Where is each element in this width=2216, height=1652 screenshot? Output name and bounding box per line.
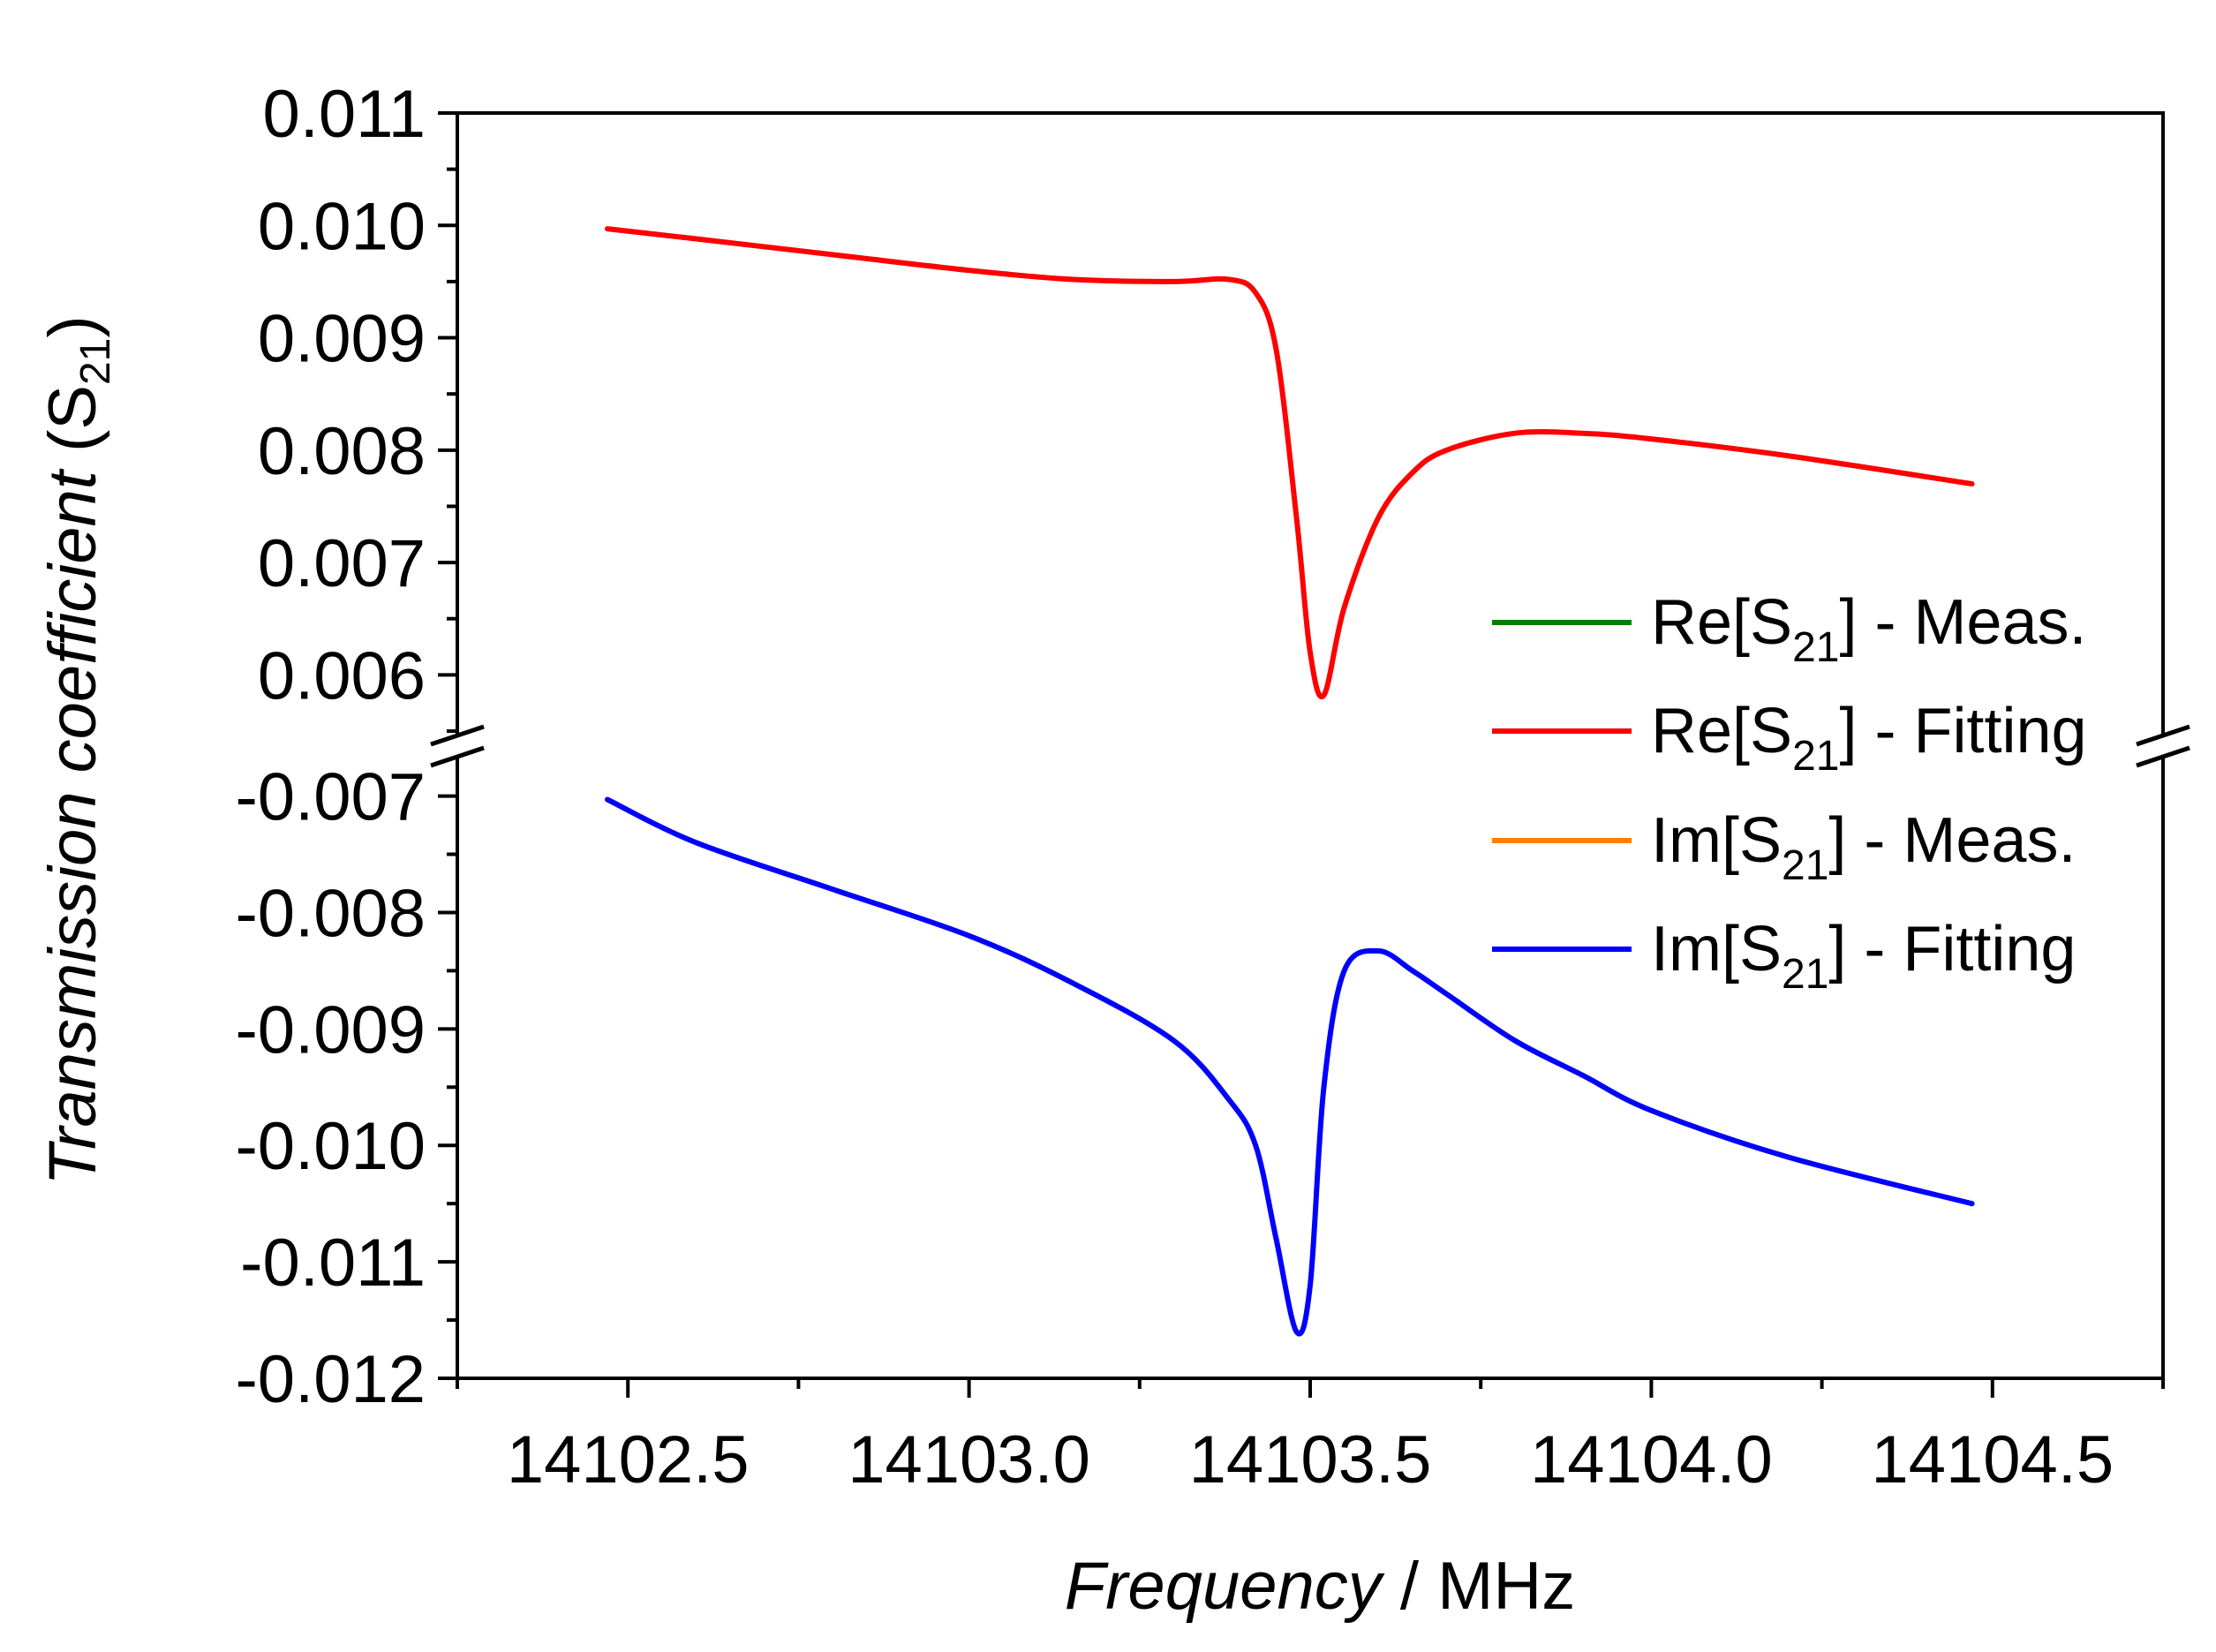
x-axis-title-unit: / MHz [1382,1549,1576,1624]
x-axis-ticks: 14102.5 14103.0 14103.5 14104.0 14104.5 [456,1378,2165,1497]
legend-label-sub: 21 [1782,842,1828,889]
legend-label-post: ] - Meas. [1828,805,2076,876]
y-tick-label: 0.009 [258,302,426,377]
y-axis-title-open: ( [35,430,110,471]
legend-label: Re[S21] - Meas. [1651,587,2087,671]
legend-item: Re[S21] - Meas. [1492,587,2087,671]
legend-label: Re[S21] - Fitting [1651,696,2087,780]
legend-label-post: ] - Fitting [1828,914,2076,984]
legend-label-sub: 21 [1782,951,1828,998]
legend-label-pre: Re[S [1651,587,1792,658]
y-tick-label: -0.007 [236,760,426,835]
y-axis-title-close: ) [35,315,110,337]
y-tick-label: 0.010 [258,189,426,264]
y-tick-label: -0.012 [236,1342,426,1417]
x-tick-label: 14103.5 [1189,1422,1432,1497]
x-tick-label: 14103.0 [848,1422,1090,1497]
y-tick-label: -0.009 [236,992,426,1067]
legend-label-pre: Re[S [1651,696,1792,766]
legend-label-pre: Im[S [1651,914,1782,984]
axis-break-slash [430,724,485,747]
y-axis-title-italic: Transmission coefficient [35,468,110,1185]
axis-break-slash [430,745,485,768]
legend-label-post: ] - Meas. [1839,587,2086,658]
x-axis-title: Frequency / MHz [1065,1549,1576,1624]
legend-item: Re[S21] - Fitting [1492,696,2087,780]
y-tick-label: 0.008 [258,414,426,489]
legend-label-sub: 21 [1792,624,1839,671]
y-axis-title-symbol: S [35,385,110,430]
y-tick-label: 0.006 [258,638,426,713]
x-tick-label: 14102.5 [507,1422,750,1497]
legend-label: Im[S21] - Fitting [1651,914,2076,998]
y-tick-label: -0.010 [236,1109,426,1184]
legend-label-sub: 21 [1792,733,1839,780]
y-tick-label: 0.011 [262,77,426,152]
legend: Re[S21] - Meas.Re[S21] - FittingIm[S21] … [1492,587,2087,998]
series-line-im-s21-fitting [605,796,1975,1337]
x-tick-label: 14104.5 [1871,1422,2114,1497]
axis-break-marks [430,724,2190,768]
legend-label-pre: Im[S [1651,805,1782,876]
legend-item: Im[S21] - Fitting [1492,914,2076,998]
y-tick-label: -0.011 [240,1226,426,1301]
y-tick-label: -0.008 [236,876,426,951]
y-axis-title-subscript: 21 [72,338,119,385]
x-tick-label: 14104.0 [1530,1422,1773,1497]
y-axis-ticks: 0.011 0.010 0.009 0.008 0.007 0.006 -0.007 -0.0… [236,77,457,1417]
legend-label-post: ] - Fitting [1839,696,2086,766]
series-layer [605,226,1975,1337]
legend-item: Im[S21] - Meas. [1492,805,2076,889]
y-axis-title: Transmission coefficient (S21) [35,315,119,1185]
axis-break-slash [2136,724,2190,747]
axis-break-slash [2136,745,2190,768]
x-axis-title-italic: Frequency [1065,1549,1385,1624]
series-line-re-s21-fitting [605,226,1975,699]
y-tick-label: 0.007 [258,526,426,601]
legend-label: Im[S21] - Meas. [1651,805,2076,889]
